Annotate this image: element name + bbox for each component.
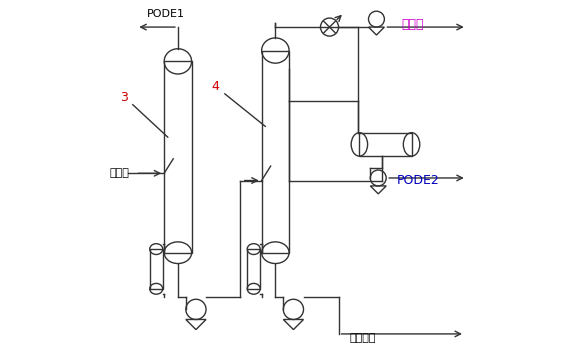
Text: 3: 3: [120, 91, 128, 104]
Text: PODE2: PODE2: [396, 174, 439, 187]
Text: 精细分离: 精细分离: [350, 332, 376, 343]
Text: 抽真空: 抽真空: [401, 18, 424, 31]
Text: PODE1: PODE1: [147, 9, 185, 19]
Text: 反应液: 反应液: [109, 168, 129, 178]
Text: 4: 4: [212, 80, 219, 93]
